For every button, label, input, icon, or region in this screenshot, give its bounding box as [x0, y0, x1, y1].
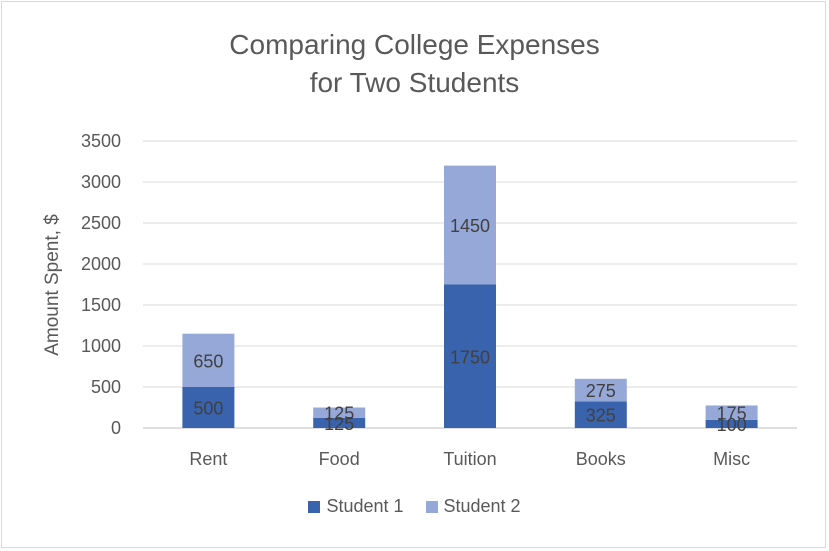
data-label: 1450 [450, 216, 490, 236]
x-category-label: Misc [713, 449, 750, 469]
bar-rent-series-1 [182, 387, 235, 428]
y-tick-label: 2000 [81, 254, 121, 274]
data-label: 125 [324, 414, 354, 434]
x-category-labels: Rent Food Tuition Books Misc [189, 449, 750, 469]
x-category-label: Books [576, 449, 626, 469]
bar-misc-series-1 [705, 419, 758, 428]
bar-food-series-2 [313, 407, 366, 418]
y-tick-labels: 0 500 1000 1500 2000 2500 3000 3500 [81, 131, 121, 438]
bar-tuition-series-1 [444, 284, 496, 428]
bar-rent-series-2 [182, 333, 235, 387]
y-tick-label: 3000 [81, 172, 121, 192]
y-tick-label: 1500 [81, 295, 121, 315]
x-category-label: Tuition [443, 449, 496, 469]
legend-swatch-student-1 [308, 500, 321, 513]
data-label: 125 [324, 404, 354, 424]
bar-tuition-series-2 [444, 165, 496, 285]
bar-food-series-1 [313, 417, 366, 428]
legend-label-student-2: Student 2 [443, 496, 521, 516]
legend-swatch-student-2 [425, 500, 438, 513]
legend-item-student-1: Student 1 [308, 496, 404, 517]
data-label: 275 [586, 381, 616, 401]
chart-title-line-2: for Two Students [309, 67, 520, 98]
data-label: 500 [193, 399, 223, 419]
chart-title: Comparing College Expenses for Two Stude… [0, 26, 829, 102]
bar-books-series-1 [574, 401, 627, 428]
y-tick-label: 2500 [81, 213, 121, 233]
bar-misc-series-2 [705, 405, 758, 420]
bar-books-series-2 [574, 378, 627, 402]
chart-title-line-1: Comparing College Expenses [229, 29, 600, 60]
x-category-label: Rent [189, 449, 227, 469]
y-axis-title: Amount Spent, $ [42, 214, 63, 356]
y-tick-label: 1000 [81, 336, 121, 356]
x-category-label: Food [319, 449, 360, 469]
data-label: 325 [586, 406, 616, 426]
data-label: 175 [717, 404, 747, 424]
data-label: 650 [193, 351, 223, 371]
data-label: 1750 [450, 347, 490, 367]
y-tick-label: 3500 [81, 131, 121, 151]
legend: Student 1 Student 2 [0, 496, 829, 517]
legend-item-student-2: Student 2 [425, 496, 521, 517]
y-tick-label: 0 [111, 418, 121, 438]
data-label: 100 [717, 415, 747, 435]
bars [182, 165, 758, 428]
y-tick-label: 500 [91, 377, 121, 397]
legend-label-student-1: Student 1 [326, 496, 404, 516]
